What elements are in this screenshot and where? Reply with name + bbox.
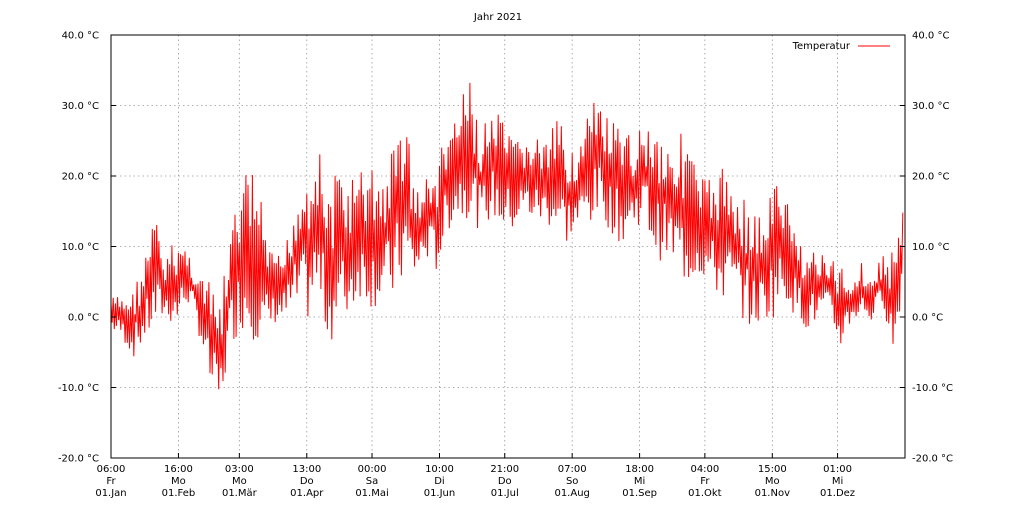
x-tick-date: 01.Dez xyxy=(820,488,855,499)
y-tick-label-left: -10.0 °C xyxy=(58,383,99,394)
x-tick-weekday: Di xyxy=(434,476,444,487)
y-tick-label-right: 20.0 °C xyxy=(912,172,949,183)
x-tick-time: 21:00 xyxy=(490,464,519,475)
x-tick-time: 07:00 xyxy=(558,464,587,475)
x-tick-time: 01:00 xyxy=(823,464,852,475)
legend: Temperatur xyxy=(792,41,890,52)
series-line-temperatur xyxy=(110,82,904,390)
x-tick-weekday: Do xyxy=(300,476,314,487)
y-tick-label-right: -20.0 °C xyxy=(912,454,953,465)
x-tick-time: 10:00 xyxy=(425,464,454,475)
x-tick-time: 06:00 xyxy=(97,464,126,475)
x-tick-time: 13:00 xyxy=(292,464,321,475)
x-tick-weekday: Fr xyxy=(700,476,710,487)
x-tick-date: 01.Mai xyxy=(355,488,388,499)
x-tick-date: 01.Jun xyxy=(424,488,456,499)
x-tick-weekday: Fr xyxy=(106,476,116,487)
y-axis-right: -20.0 °C -10.0 °C 0.0 °C 10.0 °C 20.0 °C 30.0… xyxy=(900,31,953,465)
x-tick-date: 01.Feb xyxy=(162,488,196,499)
x-tick-weekday: So xyxy=(566,476,578,487)
y-tick-label-right: 40.0 °C xyxy=(912,31,949,42)
y-tick-label-left: 10.0 °C xyxy=(62,242,99,253)
plot-series xyxy=(110,82,904,390)
y-tick-label-right: 0.0 °C xyxy=(912,313,943,324)
y-tick-label-left: 40.0 °C xyxy=(62,31,99,42)
x-tick-time: 16:00 xyxy=(164,464,193,475)
y-tick-label-right: 30.0 °C xyxy=(912,101,949,112)
y-tick-label-left: -20.0 °C xyxy=(58,454,99,465)
y-tick-label-left: 20.0 °C xyxy=(62,172,99,183)
x-tick-weekday: Sa xyxy=(366,476,378,487)
x-tick-date: 01.Aug xyxy=(554,488,589,499)
y-tick-label-right: 10.0 °C xyxy=(912,242,949,253)
y-tick-label-left: 30.0 °C xyxy=(62,101,99,112)
x-tick-time: 15:00 xyxy=(758,464,787,475)
x-tick-date: 01.Jan xyxy=(95,488,126,499)
x-tick-weekday: Mi xyxy=(832,476,843,487)
x-tick-weekday: Mo xyxy=(765,476,780,487)
x-tick-weekday: Mo xyxy=(171,476,186,487)
x-tick-time: 00:00 xyxy=(358,464,387,475)
y-axis-left: -20.0 °C -10.0 °C 0.0 °C 10.0 °C 20.0 °C 30.0… xyxy=(58,31,116,465)
x-tick-date: 01.Mär xyxy=(222,488,258,499)
x-tick-time: 04:00 xyxy=(690,464,719,475)
x-tick-date: 01.Apr xyxy=(290,488,324,499)
x-tick-weekday: Mo xyxy=(232,476,247,487)
x-tick-date: 01.Sep xyxy=(622,488,657,499)
x-tick-time: 18:00 xyxy=(625,464,654,475)
x-tick-weekday: Mi xyxy=(634,476,645,487)
x-axis: 06:00Fr01.Jan16:00Mo01.Feb03:00Mo01.Mär1… xyxy=(95,453,855,499)
x-tick-weekday: Do xyxy=(498,476,512,487)
y-tick-label-right: -10.0 °C xyxy=(912,383,953,394)
x-tick-date: 01.Jul xyxy=(491,488,519,499)
y-tick-label-left: 0.0 °C xyxy=(68,313,99,324)
x-tick-date: 01.Okt xyxy=(688,488,722,499)
x-tick-time: 03:00 xyxy=(225,464,254,475)
chart-title: Jahr 2021 xyxy=(473,12,522,23)
x-tick-date: 01.Nov xyxy=(755,488,791,499)
legend-label: Temperatur xyxy=(792,41,851,52)
